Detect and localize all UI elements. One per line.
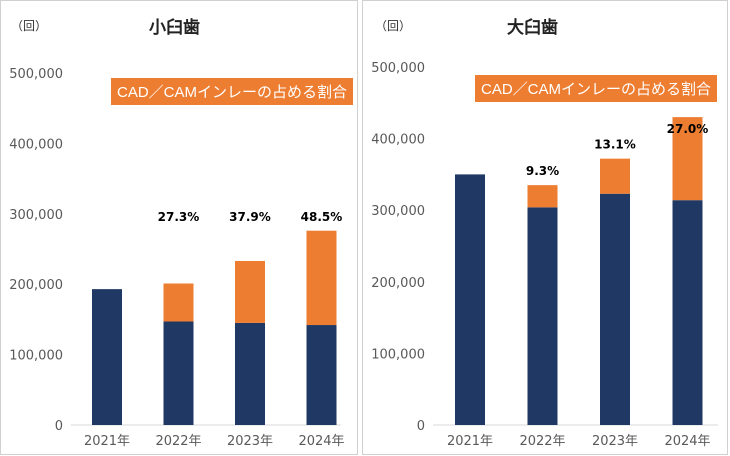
x-tick-label: 2022年 bbox=[519, 434, 565, 449]
y-tick-label: 300,000 bbox=[9, 208, 63, 223]
y-tick-label: 100,000 bbox=[371, 347, 425, 362]
y-tick-label: 300,000 bbox=[371, 204, 425, 219]
bar-segment-cadcam bbox=[527, 185, 558, 208]
bar-segment-base bbox=[306, 325, 337, 425]
y-tick-label: 0 bbox=[55, 419, 63, 434]
y-tick-label: 500,000 bbox=[371, 61, 425, 76]
bar-segment-base bbox=[672, 200, 703, 425]
chart-panel-small-molar: （回） 小臼歯 CAD／CAMインレーの占める割合 0 100,000 200,00… bbox=[0, 0, 358, 455]
y-tick-label: 200,000 bbox=[9, 278, 63, 293]
bar-segment-cadcam bbox=[672, 117, 703, 201]
bar-segment-base bbox=[92, 289, 122, 425]
chart-title: 大臼歯 bbox=[507, 18, 558, 38]
x-tick-label: 2022年 bbox=[155, 434, 201, 449]
x-tick-label: 2023年 bbox=[227, 434, 273, 449]
y-tick-label: 500,000 bbox=[9, 67, 63, 82]
ratio-badge: CAD／CAMインレーの占める割合 bbox=[111, 78, 354, 105]
bar-segment-base bbox=[163, 321, 194, 425]
chart-title: 小臼歯 bbox=[149, 18, 200, 38]
x-tick-label: 2021年 bbox=[84, 434, 130, 449]
data-label: 9.3% bbox=[526, 164, 559, 178]
unit-label: （回） bbox=[11, 19, 48, 33]
y-tick-label: 200,000 bbox=[371, 276, 425, 291]
bar-chart-small-molar: 0 100,000 200,000 300,000 400,000 500,000 2021… bbox=[9, 67, 344, 449]
data-label: 27.0% bbox=[667, 122, 709, 136]
chart-panel-large-molar: （回） 大臼歯 CAD／CAMインレーの占める割合 0 100,000 200,00… bbox=[362, 0, 728, 455]
ratio-badge: CAD／CAMインレーの占める割合 bbox=[475, 75, 718, 102]
x-tick-label: 2023年 bbox=[592, 434, 638, 449]
bar-segment-base bbox=[235, 322, 265, 425]
bar-chart-large-molar: 0 100,000 200,000 300,000 400,000 500,000 2021… bbox=[371, 61, 718, 449]
x-tick-label: 2024年 bbox=[664, 434, 710, 449]
x-tick-label: 2024年 bbox=[298, 434, 344, 449]
data-label: 48.5% bbox=[301, 210, 343, 224]
y-tick-label: 0 bbox=[417, 419, 425, 434]
y-tick-label: 400,000 bbox=[9, 137, 63, 152]
bar-segment-base bbox=[455, 174, 485, 425]
bar-segment-cadcam bbox=[306, 230, 337, 326]
bar-segment-cadcam bbox=[235, 260, 265, 323]
data-label: 13.1% bbox=[594, 138, 636, 152]
x-tick-label: 2021年 bbox=[447, 434, 493, 449]
bar-segment-cadcam bbox=[163, 283, 194, 322]
bar-segment-cadcam bbox=[600, 158, 630, 194]
data-label: 27.3% bbox=[158, 210, 200, 224]
y-tick-label: 400,000 bbox=[371, 133, 425, 148]
bar-segment-base bbox=[527, 207, 558, 425]
y-tick-label: 100,000 bbox=[9, 349, 63, 364]
bar-segment-base bbox=[600, 193, 630, 425]
unit-label: （回） bbox=[375, 19, 412, 33]
data-label: 37.9% bbox=[229, 210, 271, 224]
